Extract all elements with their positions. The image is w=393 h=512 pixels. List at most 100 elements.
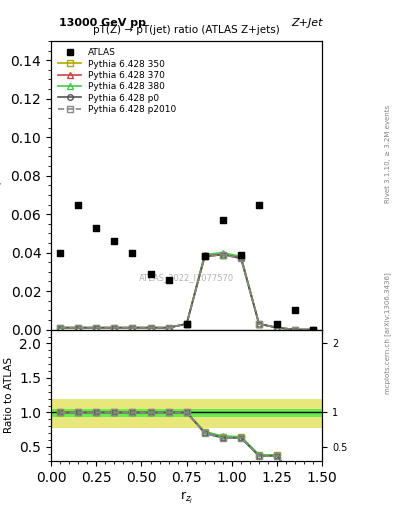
Line: Pythia 6.428 350: Pythia 6.428 350 (57, 252, 316, 332)
Line: Pythia 6.428 p2010: Pythia 6.428 p2010 (57, 252, 316, 332)
Pythia 6.428 p0 (202, 253, 207, 260)
Pythia 6.428 370 (184, 321, 189, 327)
Pythia 6.428 p2010 (275, 325, 279, 331)
Pythia 6.428 p0 (239, 255, 243, 262)
ATLAS (310, 326, 316, 334)
Line: Pythia 6.428 370: Pythia 6.428 370 (57, 252, 316, 332)
Text: mcplots.cern.ch [arXiv:1306.3436]: mcplots.cern.ch [arXiv:1306.3436] (384, 272, 391, 394)
Pythia 6.428 p0 (148, 325, 153, 331)
Text: Z+Jet: Z+Jet (291, 18, 322, 28)
Pythia 6.428 350 (58, 325, 62, 331)
ATLAS (111, 237, 118, 245)
ATLAS (238, 250, 244, 259)
Pythia 6.428 p0 (166, 325, 171, 331)
Pythia 6.428 370 (94, 325, 99, 331)
Pythia 6.428 p2010 (58, 325, 62, 331)
Pythia 6.428 p0 (311, 327, 316, 333)
Pythia 6.428 350 (148, 325, 153, 331)
Pythia 6.428 380 (94, 325, 99, 331)
Pythia 6.428 380 (148, 325, 153, 331)
ATLAS (57, 248, 63, 257)
Pythia 6.428 p0 (257, 321, 261, 327)
Pythia 6.428 370 (220, 251, 225, 258)
Pythia 6.428 p0 (76, 325, 81, 331)
Pythia 6.428 p0 (130, 325, 135, 331)
Pythia 6.428 350 (257, 321, 261, 327)
Pythia 6.428 p2010 (184, 321, 189, 327)
Pythia 6.428 350 (130, 325, 135, 331)
Pythia 6.428 370 (239, 253, 243, 260)
Text: 13000 GeV pp: 13000 GeV pp (59, 18, 146, 28)
Pythia 6.428 p0 (220, 251, 225, 258)
Bar (51, 399, 322, 428)
Pythia 6.428 380 (293, 327, 298, 333)
Text: ATLAS_2022_I2077570: ATLAS_2022_I2077570 (139, 273, 234, 282)
Pythia 6.428 350 (94, 325, 99, 331)
Legend: ATLAS, Pythia 6.428 350, Pythia 6.428 370, Pythia 6.428 380, Pythia 6.428 p0, Py: ATLAS, Pythia 6.428 350, Pythia 6.428 37… (55, 46, 179, 117)
ATLAS (147, 270, 154, 278)
Pythia 6.428 370 (58, 325, 62, 331)
Bar (51, 409, 322, 417)
Pythia 6.428 350 (184, 321, 189, 327)
Pythia 6.428 370 (257, 321, 261, 327)
X-axis label: r$_{z_j}$: r$_{z_j}$ (180, 490, 193, 506)
Pythia 6.428 380 (220, 249, 225, 255)
Pythia 6.428 370 (112, 325, 117, 331)
Pythia 6.428 350 (239, 253, 243, 260)
Pythia 6.428 370 (148, 325, 153, 331)
ATLAS (292, 306, 298, 314)
Pythia 6.428 380 (130, 325, 135, 331)
Text: pT(Z) → pT(jet) ratio (ATLAS Z+jets): pT(Z) → pT(jet) ratio (ATLAS Z+jets) (93, 25, 280, 35)
Pythia 6.428 380 (58, 325, 62, 331)
Pythia 6.428 380 (257, 321, 261, 327)
Line: Pythia 6.428 380: Pythia 6.428 380 (57, 250, 316, 332)
Pythia 6.428 380 (76, 325, 81, 331)
Pythia 6.428 p2010 (202, 253, 207, 260)
ATLAS (129, 248, 136, 257)
Pythia 6.428 p2010 (94, 325, 99, 331)
Pythia 6.428 p2010 (130, 325, 135, 331)
Pythia 6.428 380 (112, 325, 117, 331)
Pythia 6.428 p2010 (148, 325, 153, 331)
ATLAS (256, 200, 262, 208)
Pythia 6.428 p0 (58, 325, 62, 331)
Pythia 6.428 350 (311, 327, 316, 333)
Y-axis label: d$\sigma$/dr$_{z_j}$ [pb]: d$\sigma$/dr$_{z_j}$ [pb] (0, 154, 5, 217)
Pythia 6.428 350 (76, 325, 81, 331)
Pythia 6.428 p2010 (112, 325, 117, 331)
Pythia 6.428 370 (166, 325, 171, 331)
Pythia 6.428 370 (76, 325, 81, 331)
ATLAS (165, 275, 172, 284)
Pythia 6.428 380 (184, 321, 189, 327)
Pythia 6.428 370 (130, 325, 135, 331)
Pythia 6.428 p0 (275, 325, 279, 331)
Text: Rivet 3.1.10, ≥ 3.2M events: Rivet 3.1.10, ≥ 3.2M events (385, 104, 391, 203)
ATLAS (220, 216, 226, 224)
Pythia 6.428 350 (112, 325, 117, 331)
ATLAS (93, 224, 99, 232)
Pythia 6.428 p0 (184, 321, 189, 327)
Pythia 6.428 350 (202, 253, 207, 260)
Pythia 6.428 p2010 (166, 325, 171, 331)
Pythia 6.428 370 (293, 327, 298, 333)
Y-axis label: Ratio to ATLAS: Ratio to ATLAS (4, 357, 14, 433)
Pythia 6.428 p2010 (76, 325, 81, 331)
Line: Pythia 6.428 p0: Pythia 6.428 p0 (57, 252, 316, 332)
ATLAS (75, 200, 81, 208)
Pythia 6.428 380 (311, 327, 316, 333)
ATLAS (202, 252, 208, 261)
Pythia 6.428 p2010 (257, 321, 261, 327)
Pythia 6.428 p2010 (293, 327, 298, 333)
Pythia 6.428 p2010 (220, 251, 225, 258)
Pythia 6.428 370 (311, 327, 316, 333)
Pythia 6.428 380 (239, 253, 243, 260)
Pythia 6.428 370 (202, 251, 207, 258)
Pythia 6.428 380 (275, 325, 279, 331)
Pythia 6.428 350 (220, 251, 225, 258)
Pythia 6.428 p2010 (239, 255, 243, 262)
Pythia 6.428 350 (293, 327, 298, 333)
Pythia 6.428 p2010 (311, 327, 316, 333)
ATLAS (274, 319, 280, 328)
Pythia 6.428 p0 (94, 325, 99, 331)
Pythia 6.428 p0 (293, 327, 298, 333)
